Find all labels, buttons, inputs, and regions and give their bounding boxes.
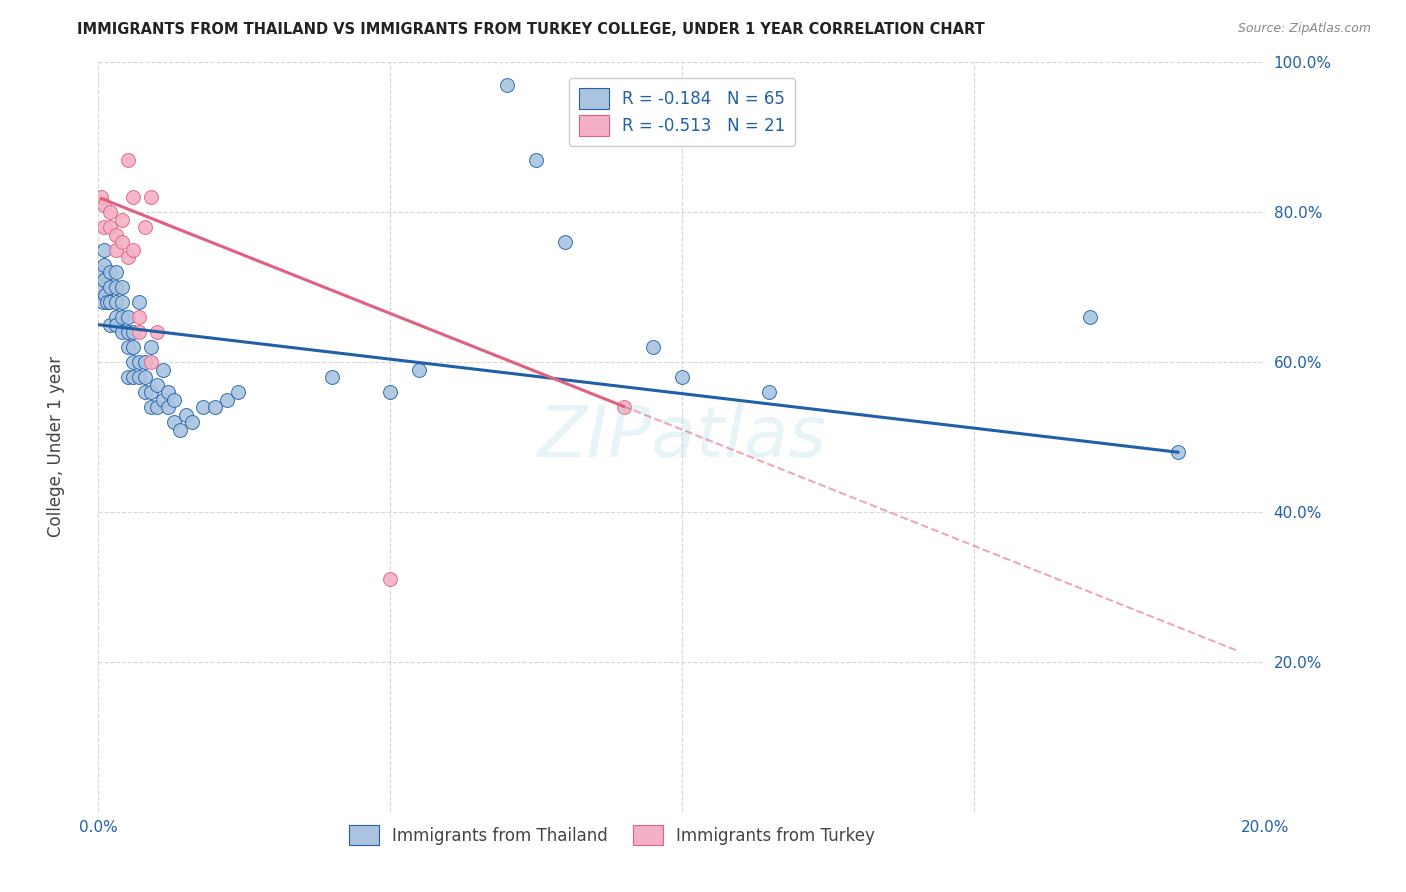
Point (134, 370, 156, 384)
Point (117, 310, 139, 325)
Point (128, 295, 150, 310)
Point (98, 295, 121, 310)
Point (193, 400, 215, 414)
Point (134, 220, 156, 235)
Point (163, 415, 186, 429)
Point (157, 385, 180, 400)
Point (152, 362, 174, 376)
Point (111, 325, 134, 339)
Point (90, 265, 112, 279)
Text: ZIPatlas: ZIPatlas (537, 402, 827, 472)
Point (128, 370, 150, 384)
Point (408, 362, 430, 376)
Point (117, 250, 139, 264)
Point (496, 78, 519, 92)
Point (180, 415, 202, 429)
Point (380, 573, 402, 587)
Point (139, 190, 162, 204)
Point (139, 385, 162, 400)
Point (122, 370, 145, 384)
Point (146, 325, 169, 339)
Point (104, 280, 127, 294)
Point (157, 400, 180, 414)
Point (104, 318, 127, 332)
Point (122, 190, 145, 204)
Point (111, 235, 134, 250)
Point (98, 318, 121, 332)
Point (134, 385, 156, 400)
Point (641, 340, 664, 354)
Point (93, 273, 115, 287)
Point (169, 423, 191, 437)
Point (524, 153, 547, 167)
Point (104, 265, 127, 279)
Point (122, 325, 145, 339)
Text: IMMIGRANTS FROM THAILAND VS IMMIGRANTS FROM TURKEY COLLEGE, UNDER 1 YEAR CORRELA: IMMIGRANTS FROM THAILAND VS IMMIGRANTS F… (77, 22, 986, 37)
Point (128, 325, 150, 339)
Point (122, 355, 145, 369)
Point (96, 295, 118, 310)
Point (111, 295, 134, 310)
Point (111, 212, 134, 227)
Point (134, 355, 156, 369)
Point (104, 227, 127, 242)
Text: Source: ZipAtlas.com: Source: ZipAtlas.com (1237, 22, 1371, 36)
Point (98, 220, 121, 235)
Point (90, 280, 112, 294)
Point (380, 385, 402, 400)
Text: College, Under 1 year: College, Under 1 year (48, 355, 65, 537)
Point (122, 340, 145, 354)
Point (104, 243, 127, 257)
Point (174, 408, 197, 422)
Point (98, 265, 121, 279)
Point (111, 310, 134, 325)
Point (98, 280, 121, 294)
Point (94, 287, 117, 301)
Point (321, 370, 343, 384)
Point (104, 295, 127, 310)
Point (139, 355, 162, 369)
Point (122, 243, 145, 257)
Point (90, 190, 112, 204)
Point (93, 258, 115, 272)
Point (1080, 310, 1102, 325)
Point (1167, 445, 1189, 459)
Point (93, 198, 115, 212)
Point (117, 153, 139, 167)
Point (146, 400, 169, 414)
Point (204, 400, 226, 414)
Point (139, 400, 162, 414)
Point (128, 310, 150, 325)
Point (671, 370, 693, 384)
Point (128, 355, 150, 369)
Point (612, 400, 634, 414)
Point (215, 392, 238, 407)
Point (758, 385, 780, 400)
Point (117, 370, 139, 384)
Legend: Immigrants from Thailand, Immigrants from Turkey: Immigrants from Thailand, Immigrants fro… (342, 819, 882, 852)
Point (117, 325, 139, 339)
Point (554, 235, 576, 250)
Point (93, 243, 115, 257)
Point (91, 295, 114, 310)
Point (98, 205, 121, 219)
Point (139, 340, 162, 354)
Point (152, 392, 174, 407)
Point (93, 220, 115, 235)
Point (111, 280, 134, 294)
Point (104, 310, 127, 325)
Point (117, 340, 139, 354)
Point (228, 385, 250, 400)
Point (146, 377, 169, 392)
Point (163, 392, 186, 407)
